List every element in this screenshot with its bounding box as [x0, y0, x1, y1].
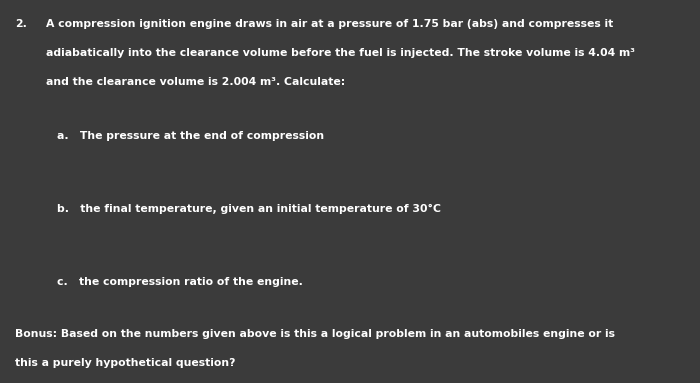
Text: 2.: 2. — [15, 19, 27, 29]
Text: Bonus: Based on the numbers given above is this a logical problem in an automobi: Bonus: Based on the numbers given above … — [15, 329, 615, 339]
Text: b.   the final temperature, given an initial temperature of 30°C: b. the final temperature, given an initi… — [57, 204, 442, 214]
Text: A compression ignition engine draws in air at a pressure of 1.75 bar (abs) and c: A compression ignition engine draws in a… — [46, 19, 612, 29]
Text: adiabatically into the clearance volume before the fuel is injected. The stroke : adiabatically into the clearance volume … — [46, 48, 634, 58]
Text: c.   the compression ratio of the engine.: c. the compression ratio of the engine. — [57, 277, 303, 287]
Text: this a purely hypothetical question?: this a purely hypothetical question? — [15, 358, 236, 368]
Text: and the clearance volume is 2.004 m³. Calculate:: and the clearance volume is 2.004 m³. Ca… — [46, 77, 344, 87]
Text: a.   The pressure at the end of compression: a. The pressure at the end of compressio… — [57, 131, 325, 141]
